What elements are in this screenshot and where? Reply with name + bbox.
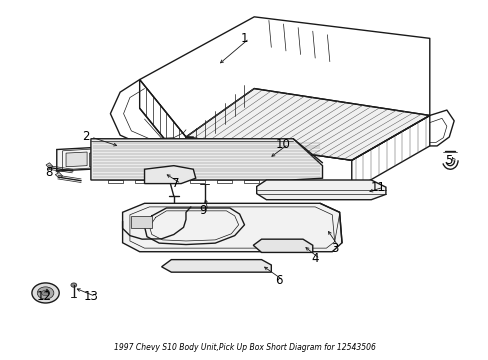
Polygon shape [185, 89, 429, 160]
Circle shape [32, 283, 59, 303]
Circle shape [178, 262, 188, 269]
Polygon shape [253, 239, 312, 252]
Polygon shape [131, 216, 152, 228]
Circle shape [200, 262, 209, 269]
Polygon shape [57, 142, 188, 171]
Polygon shape [89, 152, 110, 167]
Text: 1: 1 [240, 32, 248, 45]
Text: 3: 3 [330, 242, 338, 255]
Text: 13: 13 [83, 290, 98, 303]
Text: 7: 7 [172, 177, 180, 190]
Circle shape [221, 262, 231, 269]
Polygon shape [122, 203, 341, 252]
Text: 5: 5 [445, 154, 452, 167]
Polygon shape [55, 172, 62, 178]
Text: 6: 6 [274, 274, 282, 287]
Polygon shape [46, 163, 53, 168]
Circle shape [243, 262, 252, 269]
Polygon shape [66, 152, 87, 167]
Text: 1997 Chevy S10 Body Unit,Pick Up Box Short Diagram for 12543506: 1997 Chevy S10 Body Unit,Pick Up Box Sho… [113, 343, 375, 352]
Text: 9: 9 [199, 204, 206, 217]
Polygon shape [144, 166, 195, 184]
Text: 2: 2 [82, 130, 90, 144]
Polygon shape [136, 152, 157, 167]
Text: 8: 8 [45, 166, 52, 179]
Polygon shape [160, 152, 181, 167]
Polygon shape [256, 180, 385, 200]
Polygon shape [91, 139, 322, 180]
Polygon shape [161, 260, 271, 272]
Text: 12: 12 [37, 290, 52, 303]
Text: 11: 11 [370, 181, 386, 194]
Circle shape [37, 287, 54, 299]
Polygon shape [113, 152, 134, 167]
Text: 4: 4 [311, 252, 318, 265]
Circle shape [41, 290, 49, 296]
Circle shape [71, 283, 77, 287]
Text: 10: 10 [276, 138, 290, 150]
